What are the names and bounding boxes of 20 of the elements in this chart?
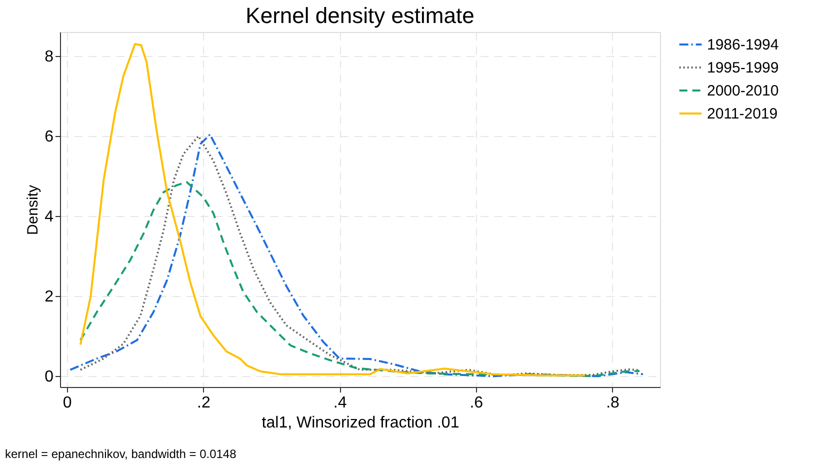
chart-title: Kernel density estimate bbox=[246, 3, 474, 28]
x-tick-label: .2 bbox=[197, 394, 210, 412]
legend-label: 1986-1994 bbox=[707, 36, 779, 54]
y-tick-label: 8 bbox=[44, 48, 54, 66]
line-series bbox=[79, 181, 641, 378]
x-tick-label: 0 bbox=[62, 394, 72, 412]
legend-label: 1995-1999 bbox=[707, 60, 779, 76]
y-tick-label: 4 bbox=[44, 208, 54, 226]
x-axis-title: tal1, Winsorized fraction .01 bbox=[262, 414, 460, 432]
y-tick-label: 2 bbox=[44, 288, 54, 306]
legend-label: 2011-2019 bbox=[707, 106, 778, 122]
text: kernel = epanechnikov, bandwidth = 0.0148 bbox=[5, 447, 237, 461]
line-series bbox=[79, 43, 586, 376]
legend-label: 2000-2010 bbox=[707, 82, 779, 100]
x-tick-label: .6 bbox=[470, 394, 484, 412]
x-tick-label: .4 bbox=[333, 394, 347, 412]
x-tick-label: .8 bbox=[606, 394, 620, 412]
y-axis-title: Density bbox=[24, 184, 42, 236]
y-tick-label: 0 bbox=[44, 368, 54, 386]
y-tick-label: 6 bbox=[44, 128, 54, 146]
